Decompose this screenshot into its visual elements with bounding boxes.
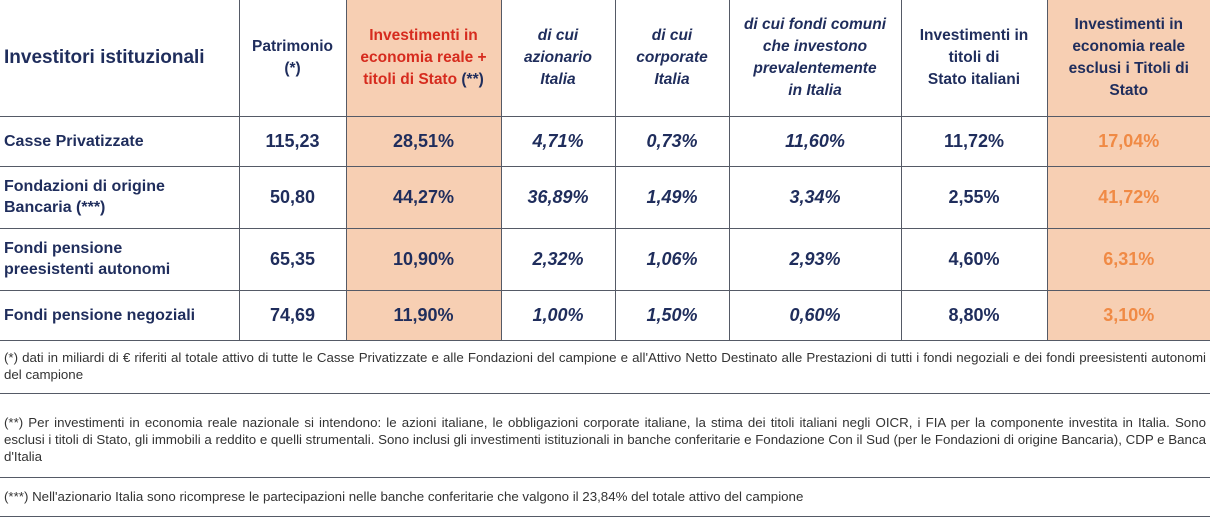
cell-titoli: 8,80% <box>900 289 1048 341</box>
header-corporate-italia: di cui corporate Italia <box>614 0 730 117</box>
cell-azionario: 4,71% <box>500 115 616 167</box>
row-label-fondazioni-bancarie: Fondazioni di origine Bancaria (***) <box>0 165 240 229</box>
table-row: Fondazioni di origine Bancaria (***) 50,… <box>0 165 1210 229</box>
cell-esclusi: 6,31% <box>1046 227 1210 291</box>
cell-investimenti: 44,27% <box>345 165 502 229</box>
footnote-patrimonio: (*) dati in miliardi di € riferiti al to… <box>0 341 1210 394</box>
header-titoli-stato-italiani: Investimenti in titoli di Stato italiani <box>900 0 1048 117</box>
table-row: Fondi pensione negoziali 74,69 11,90% 1,… <box>0 289 1210 341</box>
cell-fondi: 11,60% <box>728 115 902 167</box>
header-azionario-italia: di cui azionario Italia <box>500 0 616 117</box>
cell-patrimonio: 65,35 <box>238 227 347 291</box>
cell-patrimonio: 115,23 <box>238 115 347 167</box>
cell-corporate: 1,06% <box>614 227 730 291</box>
cell-patrimonio: 74,69 <box>238 289 347 341</box>
cell-corporate: 0,73% <box>614 115 730 167</box>
cell-fondi: 2,93% <box>728 227 902 291</box>
cell-titoli: 4,60% <box>900 227 1048 291</box>
header-investimenti-economia-reale-titoli-stato: Investimenti in economia reale + titoli … <box>345 0 502 117</box>
cell-azionario: 1,00% <box>500 289 616 341</box>
cell-titoli: 2,55% <box>900 165 1048 229</box>
row-label-casse-privatizzate: Casse Privatizzate <box>0 115 240 167</box>
cell-esclusi: 17,04% <box>1046 115 1210 167</box>
row-label-fondi-pensione-preesistenti: Fondi pensione preesistenti autonomi <box>0 227 240 291</box>
cell-investimenti: 10,90% <box>345 227 502 291</box>
header-patrimonio: Patrimonio (*) <box>238 0 347 117</box>
table-title: Investitori istituzionali <box>0 0 240 117</box>
cell-corporate: 1,50% <box>614 289 730 341</box>
table-row: Casse Privatizzate 115,23 28,51% 4,71% 0… <box>0 115 1210 167</box>
cell-esclusi: 3,10% <box>1046 289 1210 341</box>
cell-azionario: 36,89% <box>500 165 616 229</box>
header-row: Investitori istituzionali Patrimonio (*)… <box>0 0 1210 117</box>
cell-investimenti: 11,90% <box>345 289 502 341</box>
cell-fondi: 0,60% <box>728 289 902 341</box>
investors-table: Investitori istituzionali Patrimonio (*)… <box>0 0 1210 341</box>
cell-esclusi: 41,72% <box>1046 165 1210 229</box>
footnote-azionario-italia: (***) Nell'azionario Italia sono ricompr… <box>0 478 1210 517</box>
table-row: Fondi pensione preesistenti autonomi 65,… <box>0 227 1210 291</box>
cell-investimenti: 28,51% <box>345 115 502 167</box>
cell-corporate: 1,49% <box>614 165 730 229</box>
header-fondi-comuni-italia: di cui fondi comuni che investono preval… <box>728 0 902 117</box>
row-label-fondi-pensione-negoziali: Fondi pensione negoziali <box>0 289 240 341</box>
cell-titoli: 11,72% <box>900 115 1048 167</box>
cell-patrimonio: 50,80 <box>238 165 347 229</box>
cell-fondi: 3,34% <box>728 165 902 229</box>
cell-azionario: 2,32% <box>500 227 616 291</box>
header-economia-reale-esclusi-titoli-stato: Investimenti in economia reale esclusi i… <box>1046 0 1210 117</box>
footnotes: (*) dati in miliardi di € riferiti al to… <box>0 341 1210 517</box>
footnote-economia-reale: (**) Per investimenti in economia reale … <box>0 394 1210 478</box>
